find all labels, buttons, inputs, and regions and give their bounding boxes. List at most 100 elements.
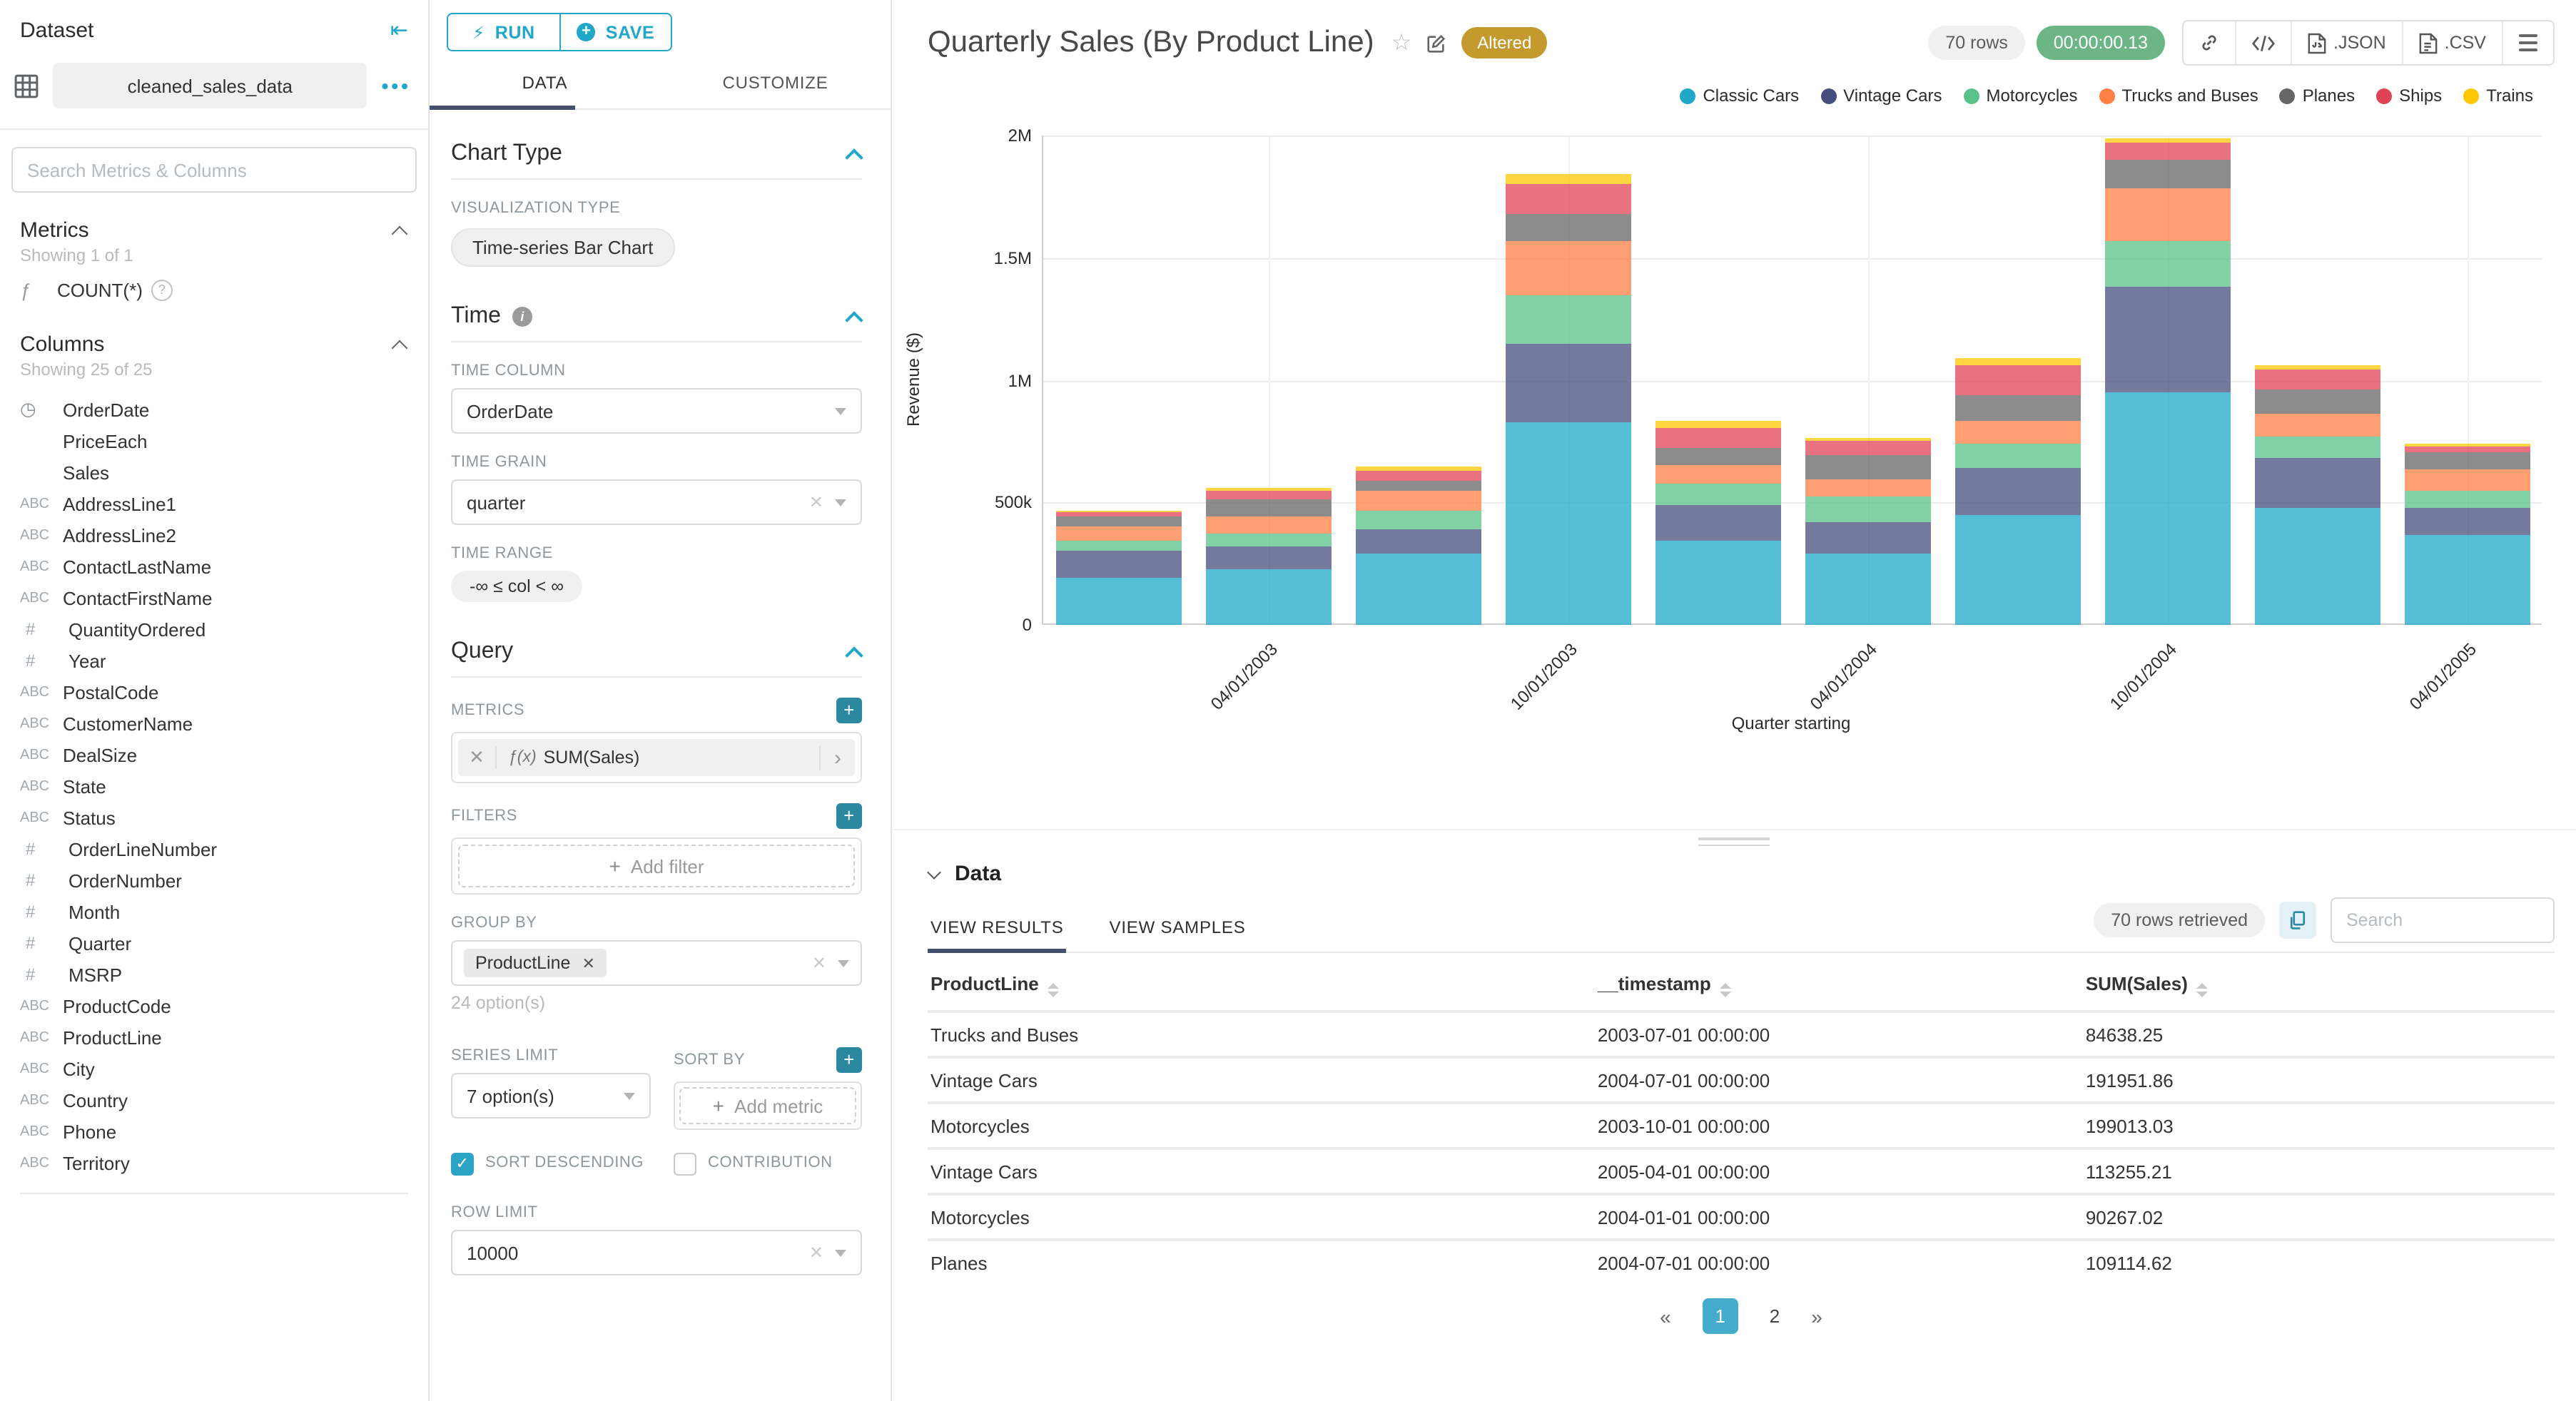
copy-data-button[interactable] [2279, 902, 2316, 939]
time-grain-select[interactable]: quarter ✕ [451, 479, 862, 525]
bar-segment[interactable] [1205, 490, 1331, 499]
bar-segment[interactable] [1505, 240, 1631, 295]
column-list-item[interactable]: ABC CustomerName [0, 708, 428, 739]
time-column-select[interactable]: OrderDate [451, 388, 862, 434]
bar-segment[interactable] [1505, 214, 1631, 241]
bar-segment[interactable] [1055, 578, 1181, 625]
tab-view-samples[interactable]: VIEW SAMPLES [1109, 917, 1246, 937]
bar-segment[interactable] [2104, 138, 2230, 143]
bar-segment[interactable] [1355, 481, 1481, 491]
bar-segment[interactable] [1655, 421, 1780, 428]
bar-segment[interactable] [1655, 540, 1780, 625]
stacked-bar[interactable] [1055, 511, 1181, 625]
pagination-next[interactable]: » [1811, 1305, 1822, 1328]
bar-segment[interactable] [1055, 511, 1181, 513]
bar-segment[interactable] [2254, 369, 2380, 390]
bar-segment[interactable] [2104, 143, 2230, 161]
bar-segment[interactable] [2404, 535, 2530, 625]
bar-segment[interactable] [1954, 357, 2080, 366]
add-filter-button[interactable]: + [836, 803, 862, 829]
chevron-up-icon[interactable] [848, 645, 862, 659]
add-sort-metric-button[interactable]: + [836, 1047, 862, 1073]
bar-segment[interactable] [1055, 541, 1181, 551]
tab-view-results[interactable]: VIEW RESULTS [928, 906, 1068, 953]
bar-segment[interactable] [1505, 422, 1631, 625]
sort-descending-checkbox[interactable]: ✓ SORT DESCENDING [451, 1153, 651, 1176]
bar-segment[interactable] [2404, 490, 2530, 508]
stacked-bar[interactable] [2404, 444, 2530, 625]
bar-segment[interactable] [1355, 554, 1481, 625]
search-metrics-columns-input[interactable] [11, 147, 417, 193]
stacked-bar[interactable] [1655, 421, 1780, 625]
column-list-item[interactable]: ABC Status [0, 802, 428, 833]
bar-segment[interactable] [1205, 487, 1331, 491]
bar-segment[interactable] [1355, 470, 1481, 482]
remove-metric-icon[interactable]: ✕ [458, 746, 497, 769]
legend-item[interactable]: Classic Cars [1680, 86, 1799, 106]
pagination-prev[interactable]: « [1660, 1305, 1671, 1328]
bar-segment[interactable] [1355, 490, 1481, 511]
stacked-bar[interactable] [2254, 365, 2380, 625]
contribution-checkbox[interactable]: CONTRIBUTION [674, 1153, 862, 1176]
bar-segment[interactable] [2254, 457, 2380, 508]
column-list-item[interactable]: Sales [0, 457, 428, 488]
column-list-item[interactable]: # QuantityOrdered [0, 613, 428, 645]
bar-segment[interactable] [1655, 504, 1780, 541]
pagination-page-1[interactable]: 1 [1702, 1298, 1738, 1334]
sort-icon[interactable] [2196, 983, 2208, 997]
column-list-item[interactable]: ABC DealSize [0, 739, 428, 770]
chart-menu-button[interactable] [2503, 21, 2553, 64]
stacked-bar[interactable] [2104, 138, 2230, 625]
bar-segment[interactable] [1954, 365, 2080, 395]
expand-metric-icon[interactable]: › [819, 745, 855, 770]
collapse-panel-icon[interactable]: ⇤ [390, 19, 408, 43]
bar-segment[interactable] [1505, 343, 1631, 422]
bar-segment[interactable] [1954, 514, 2080, 625]
bar-segment[interactable] [2104, 188, 2230, 241]
bar-segment[interactable] [1055, 516, 1181, 527]
bar-segment[interactable] [1355, 511, 1481, 530]
legend-item[interactable]: Vintage Cars [1820, 86, 1942, 106]
stacked-bar[interactable] [1505, 173, 1631, 625]
bar-segment[interactable] [1505, 295, 1631, 344]
bar-segment[interactable] [1954, 421, 2080, 444]
bar-segment[interactable] [1505, 173, 1631, 184]
column-list-item[interactable]: ABC ProductCode [0, 990, 428, 1022]
sort-icon[interactable] [1719, 983, 1731, 997]
bar-segment[interactable] [1055, 512, 1181, 516]
bar-segment[interactable] [2404, 469, 2530, 491]
column-list-item[interactable]: ABC Country [0, 1084, 428, 1116]
column-list-item[interactable]: # Year [0, 645, 428, 676]
series-limit-select[interactable]: 7 option(s) [451, 1073, 651, 1119]
column-list-item[interactable]: ABC ProductLine [0, 1022, 428, 1053]
export-csv-button[interactable]: .CSV [2403, 21, 2503, 64]
bar-segment[interactable] [1055, 526, 1181, 541]
bar-segment[interactable] [1954, 467, 2080, 515]
column-list-item[interactable]: PriceEach [0, 425, 428, 457]
bar-segment[interactable] [1205, 569, 1331, 625]
table-column-header[interactable]: ProductLine [928, 959, 1595, 1012]
column-list-item[interactable]: # MSRP [0, 959, 428, 990]
save-button[interactable]: + SAVE [559, 13, 672, 51]
bar-segment[interactable] [2104, 160, 2230, 188]
bar-segment[interactable] [1805, 437, 1930, 442]
bar-segment[interactable] [1805, 479, 1930, 496]
chevron-down-icon[interactable] [928, 867, 940, 880]
bar-segment[interactable] [1205, 499, 1331, 516]
bar-segment[interactable] [2254, 507, 2380, 625]
stacked-bar[interactable] [1805, 437, 1930, 625]
legend-item[interactable]: Planes [2279, 86, 2355, 106]
tab-data[interactable]: DATA [522, 73, 568, 93]
column-list-item[interactable]: ABC State [0, 770, 428, 802]
column-list-item[interactable]: ABC Phone [0, 1116, 428, 1147]
bar-segment[interactable] [1805, 454, 1930, 479]
resize-handle[interactable] [1698, 837, 1770, 846]
favorite-star-icon[interactable]: ☆ [1391, 31, 1412, 56]
chart-canvas[interactable]: Classic Cars Vintage Cars Motorcycles Truck… [892, 74, 2576, 829]
remove-chip-icon[interactable]: ✕ [582, 955, 595, 972]
viz-type-pill[interactable]: Time-series Bar Chart [451, 228, 675, 267]
bar-segment[interactable] [2104, 392, 2230, 625]
bar-segment[interactable] [1655, 427, 1780, 448]
stacked-bar[interactable] [1205, 487, 1331, 625]
clear-icon[interactable]: ✕ [808, 492, 823, 512]
